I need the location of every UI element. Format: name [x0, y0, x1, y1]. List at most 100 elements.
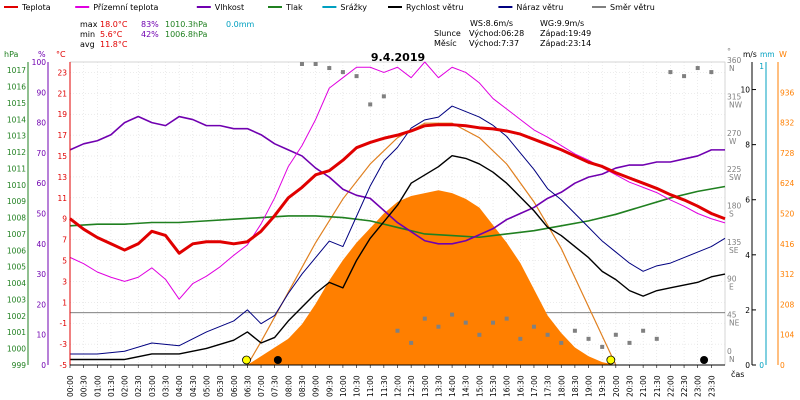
hpa-tick: 1004	[7, 279, 26, 288]
dir-tick-deg: 90	[727, 274, 737, 283]
ground-temp-line	[69, 61, 726, 300]
dir-tick-deg: 135	[727, 238, 742, 247]
stats-avg-temp: 11.8°C	[100, 40, 128, 49]
legend-label-3: Tlak	[285, 3, 303, 12]
pct-tick: 60	[36, 179, 46, 188]
solar-area	[247, 190, 616, 365]
pct-tick: 40	[36, 240, 46, 249]
wind-direction-series	[299, 62, 714, 349]
wind-direction-point	[477, 332, 482, 337]
time-tick: 19:00	[585, 375, 594, 397]
time-tick: 00:00	[66, 375, 75, 397]
time-tick: 05:30	[216, 375, 225, 397]
time-tick: 13:30	[434, 375, 443, 397]
chart-date: 9.4.2019	[371, 51, 425, 64]
moon-marker-1	[700, 356, 709, 364]
time-tick: 10:00	[339, 375, 348, 397]
time-tick: 14:30	[462, 375, 471, 397]
sun-label: Slunce	[434, 29, 461, 38]
time-tick: 02:30	[134, 375, 143, 397]
pct-tick: 50	[36, 210, 46, 219]
dir-tick-deg: 270	[727, 129, 742, 138]
dir-tick-label: N	[729, 355, 735, 364]
wind-direction-point	[327, 66, 332, 71]
wind-direction-point	[368, 102, 373, 107]
mm-tick: 0	[759, 361, 764, 370]
pct-tick: 20	[36, 300, 46, 309]
pct-tick: 0	[41, 361, 46, 370]
stats-min-press: 1006.8hPa	[165, 30, 208, 39]
wm2-tick: 416	[780, 240, 795, 249]
astro-block: WS:8.6m/s WG:9.9m/s Slunce Východ:06:28 …	[434, 19, 591, 48]
time-tick: 13:00	[421, 375, 430, 397]
dir-tick-deg: 0	[727, 347, 732, 356]
wm2-tick: 936	[780, 88, 795, 97]
hpa-tick: 1007	[7, 230, 26, 239]
dir-tick-label: SW	[729, 173, 742, 182]
temperature-line	[69, 123, 726, 255]
wind-direction-point	[613, 332, 618, 337]
wind-direction-point	[682, 74, 687, 79]
wm2-tick: 728	[780, 149, 795, 158]
wind-direction-point	[586, 336, 591, 341]
wind-direction-point	[709, 70, 714, 75]
time-tick: 23:30	[707, 375, 716, 397]
hpa-tick: 1012	[7, 148, 26, 157]
degc-tick: -1	[60, 319, 68, 328]
time-tick: 12:00	[394, 375, 403, 397]
sun-marker-1	[606, 355, 616, 365]
wind-direction-point	[668, 70, 673, 75]
wind-ws: WS:8.6m/s	[470, 19, 513, 28]
wind-direction-point	[641, 328, 646, 333]
wind-direction-point	[436, 324, 441, 329]
wm2-tick: 520	[780, 210, 795, 219]
pct-tick: 10	[36, 331, 46, 340]
hpa-tick: 999	[12, 361, 27, 370]
time-tick: 20:30	[625, 375, 634, 397]
stats-max-label: max	[80, 20, 98, 29]
dir-tick-label: SE	[729, 246, 739, 255]
dir-tick-deg: 360	[727, 56, 742, 65]
humidity-line	[69, 115, 725, 245]
degc-tick: -5	[60, 361, 68, 370]
wind-direction-point	[299, 62, 304, 66]
ms-tick: 10	[740, 86, 750, 95]
stats-block: max 18.0°C 83% 1010.3hPa 0.0mm min 5.6°C…	[80, 20, 255, 49]
time-tick: 18:00	[557, 375, 566, 397]
axes: hPa9991000100110021003100410051006100710…	[4, 47, 795, 397]
time-tick: 03:00	[148, 375, 157, 397]
wind-direction-point	[545, 332, 550, 337]
pct-tick: 80	[36, 119, 46, 128]
hpa-tick: 1003	[7, 295, 26, 304]
time-tick: 22:30	[680, 375, 689, 397]
stats-max-press: 1010.3hPa	[165, 20, 208, 29]
wm2-axis-unit: W	[779, 50, 787, 59]
time-tick: 07:30	[271, 375, 280, 397]
stats-avg-label: avg	[80, 40, 95, 49]
time-tick: 08:00	[284, 375, 293, 397]
pct-tick: 70	[36, 149, 46, 158]
legend-label-6: Náraz větru	[516, 3, 563, 12]
pct-tick: 90	[36, 88, 46, 97]
time-tick: 07:00	[257, 375, 266, 397]
degc-tick: 5	[62, 257, 67, 266]
moon-rise: Východ:7:37	[469, 39, 519, 48]
stats-min-temp: 5.6°C	[100, 30, 123, 39]
legend-label-7: Směr větru	[610, 3, 655, 12]
time-tick: 01:00	[93, 375, 102, 397]
dir-tick-deg: 45	[727, 311, 737, 320]
wind-speed-line	[70, 154, 726, 361]
legend-label-5: Rychlost větru	[406, 3, 463, 12]
hpa-tick: 1011	[7, 164, 26, 173]
degc-axis-unit: °C	[56, 50, 66, 59]
degc-tick: -3	[60, 340, 68, 349]
legend-label-2: Vlhkost	[215, 3, 244, 12]
sun-set: Západ:19:49	[540, 29, 591, 38]
wind-direction-point	[463, 320, 468, 325]
time-tick: 06:00	[230, 375, 239, 397]
time-tick: 03:30	[162, 375, 171, 397]
wm2-tick: 104	[780, 331, 795, 340]
time-tick: 16:00	[503, 375, 512, 397]
hpa-tick: 1006	[7, 246, 26, 255]
dir-axis-unit: °	[727, 47, 731, 56]
